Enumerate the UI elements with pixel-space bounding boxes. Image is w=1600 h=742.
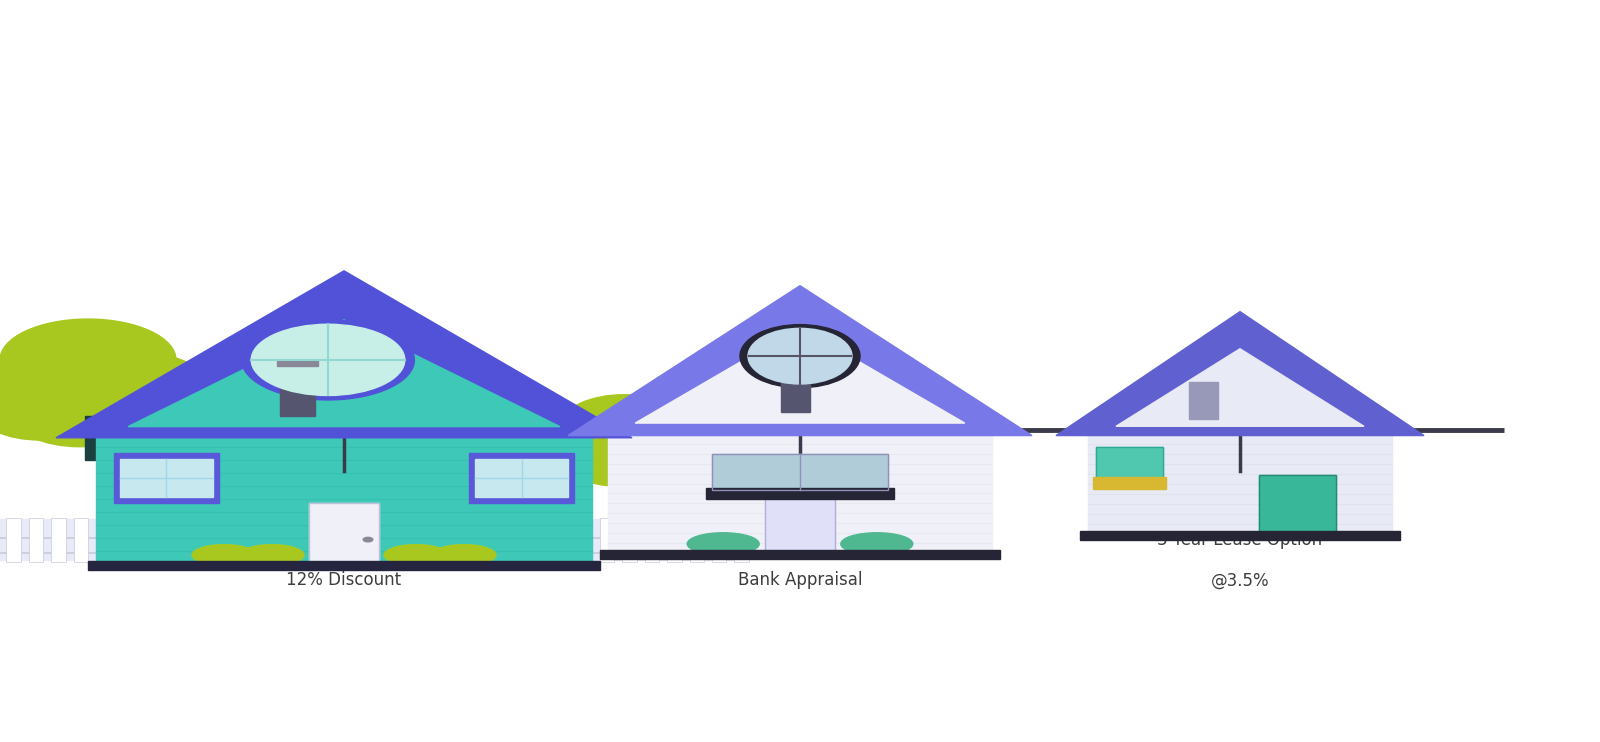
Bar	[74, 518, 88, 562]
Bar	[1259, 475, 1336, 534]
Circle shape	[0, 384, 101, 440]
Bar	[309, 503, 379, 564]
Bar	[1259, 475, 1336, 534]
Bar	[120, 459, 213, 497]
Bar	[1088, 434, 1392, 534]
Bar	[1189, 382, 1218, 419]
Bar	[280, 360, 315, 416]
Bar	[690, 518, 704, 562]
Ellipse shape	[192, 545, 256, 565]
Bar	[96, 434, 592, 564]
Polygon shape	[1056, 312, 1424, 436]
Bar	[29, 518, 43, 562]
Bar	[0, 519, 96, 560]
Bar	[608, 434, 992, 553]
Circle shape	[0, 319, 176, 401]
Text: 12% Discount: 12% Discount	[286, 571, 402, 589]
Ellipse shape	[384, 545, 448, 565]
Circle shape	[13, 384, 147, 447]
Bar	[1080, 531, 1400, 540]
Bar	[85, 416, 107, 460]
Bar	[1096, 447, 1163, 479]
Text: @3.5%: @3.5%	[1211, 571, 1269, 589]
Polygon shape	[568, 286, 1032, 436]
Text: $600,000: $600,000	[757, 490, 843, 508]
Ellipse shape	[749, 328, 851, 384]
Polygon shape	[56, 271, 632, 438]
Circle shape	[0, 354, 125, 425]
Bar	[712, 454, 888, 490]
Bar	[1096, 447, 1163, 479]
Bar	[645, 518, 659, 562]
Bar	[600, 518, 614, 562]
Circle shape	[563, 395, 685, 451]
Circle shape	[611, 421, 707, 465]
Bar	[765, 493, 835, 553]
Ellipse shape	[842, 533, 912, 555]
Text: Cashoffer.ca Price: Cashoffer.ca Price	[269, 531, 419, 548]
Bar	[600, 550, 1000, 559]
Bar	[592, 519, 736, 560]
Bar	[475, 459, 568, 497]
Bar	[114, 453, 219, 503]
Bar	[309, 503, 379, 564]
Circle shape	[251, 324, 405, 395]
Circle shape	[56, 382, 184, 441]
Circle shape	[64, 352, 208, 419]
Circle shape	[242, 320, 414, 400]
Circle shape	[533, 421, 635, 469]
Bar	[51, 518, 66, 562]
Bar	[734, 518, 749, 562]
Circle shape	[363, 537, 373, 542]
Bar	[706, 488, 894, 499]
Text: Bank Appraisal: Bank Appraisal	[738, 571, 862, 589]
Bar	[88, 561, 600, 570]
Text: 3 Year Lease Option: 3 Year Lease Option	[1157, 531, 1323, 548]
Ellipse shape	[688, 533, 760, 555]
Bar	[781, 367, 810, 412]
Circle shape	[571, 444, 661, 486]
Bar	[622, 518, 637, 562]
Text: $665,000: $665,000	[1197, 490, 1283, 508]
Ellipse shape	[432, 545, 496, 565]
Bar	[614, 464, 634, 482]
Bar	[712, 454, 888, 490]
Ellipse shape	[739, 325, 861, 387]
Polygon shape	[128, 320, 560, 427]
Text: Fair Market Value: Fair Market Value	[728, 531, 872, 548]
Text: $530,000: $530,000	[301, 490, 387, 508]
Polygon shape	[635, 327, 965, 423]
Bar	[469, 453, 574, 503]
Bar	[1093, 477, 1166, 489]
Ellipse shape	[240, 545, 304, 565]
Bar	[277, 360, 318, 366]
Bar	[6, 518, 21, 562]
Bar	[667, 518, 682, 562]
Bar	[765, 493, 835, 553]
Polygon shape	[1117, 349, 1363, 426]
Bar	[712, 518, 726, 562]
